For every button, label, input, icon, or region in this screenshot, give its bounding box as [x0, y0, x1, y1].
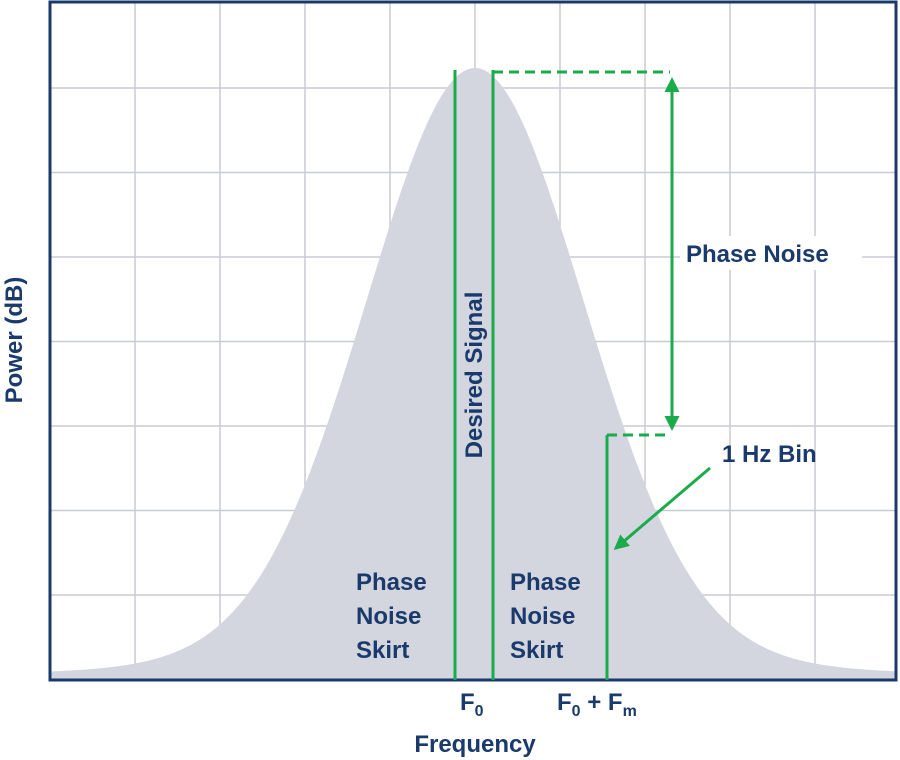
bin-label: 1 Hz Bin — [722, 441, 817, 468]
skirt-label: Phase Noise Skirt — [510, 569, 581, 664]
skirt-line: Phase — [510, 569, 581, 596]
skirt-label: Phase Noise Skirt — [356, 569, 427, 664]
tick-sub: 0 — [475, 703, 484, 720]
tick-sub: 0 — [572, 703, 581, 720]
f0fm-tick: F0 + Fm — [557, 689, 637, 720]
skirt-line: Noise — [510, 603, 575, 630]
bin-arrow — [613, 466, 711, 550]
skirt-line: Phase — [356, 569, 427, 596]
f0-tick: F0 — [460, 689, 484, 720]
tick-plus: + F — [581, 689, 623, 716]
noise-curve — [50, 68, 896, 680]
desired-signal-label: Desired Signal — [461, 292, 488, 459]
skirt-line: Noise — [356, 603, 421, 630]
tick-base: F — [557, 689, 572, 716]
frame — [48, 0, 898, 682]
x-axis-label: Frequency — [414, 731, 536, 758]
tick-sub: m — [623, 703, 637, 720]
tick-base: F — [460, 689, 475, 716]
label-bg — [680, 236, 862, 270]
skirt-line: Skirt — [510, 637, 563, 664]
skirt-line: Skirt — [356, 637, 409, 664]
phase-noise-label: Phase Noise — [686, 241, 829, 268]
y-axis-label: Power (dB) — [1, 277, 28, 404]
